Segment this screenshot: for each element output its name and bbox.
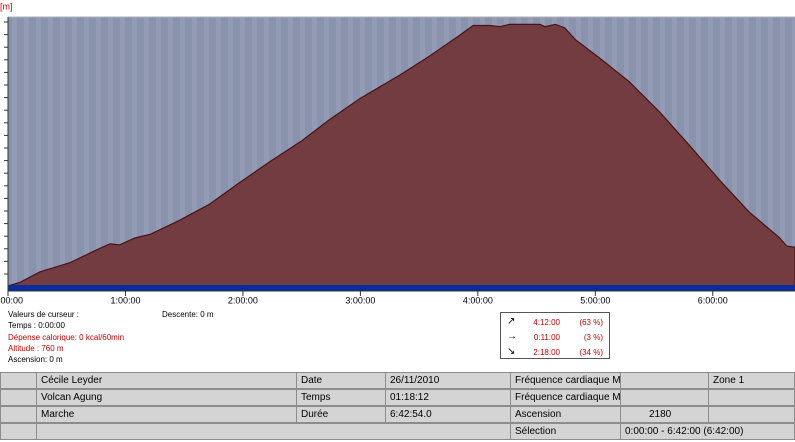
altitude-chart: [m] 0:00:00 1:00:00 2:00:00 3:00:00 4:00:00 5… — [0, 1, 795, 305]
table-cell: Fréquence cardiaque Mo — [510, 372, 621, 389]
cursor-altitude: Altitude : 760 m — [8, 344, 64, 353]
table-cell — [36, 423, 511, 440]
table-cell: Zone 1 — [708, 372, 795, 389]
flat-arrow-icon: → — [507, 331, 517, 342]
table-cell: Fréquence cardiaque Ma — [510, 389, 621, 406]
table-cell: 2180 — [620, 406, 709, 423]
table-cell: Durée — [296, 406, 386, 423]
down-arrow-icon: ↘ — [507, 346, 516, 357]
table-cell — [0, 372, 37, 389]
up-arrow-icon: ↗ — [507, 316, 516, 327]
table-cell: Temps — [296, 389, 386, 406]
table-cell — [620, 372, 709, 389]
cursor-time: Temps : 0:00:00 — [8, 321, 65, 330]
cursor-descent: Descente: 0 m — [162, 310, 214, 319]
x-tick-label: 6:00:00 — [698, 295, 728, 305]
slope-time: 2:18:00 — [533, 348, 560, 357]
table-cell: Sélection — [510, 423, 621, 440]
x-tick-label: 0:00:00 — [0, 295, 23, 305]
slope-percent: (63 %) — [579, 318, 603, 327]
cursor-title: Valeurs de curseur : — [8, 310, 79, 319]
x-tick-label: 5:00:00 — [580, 295, 610, 305]
table-cell — [0, 406, 37, 423]
table-cell — [708, 389, 795, 406]
cursor-calories: Dépense calorique: 0 kcal/60min — [8, 333, 125, 342]
table-cell: 0:00:00 - 6:42:00 (6:42:00) — [620, 423, 795, 440]
table-cell: 26/11/2010 — [385, 372, 511, 389]
table-cell — [0, 389, 37, 406]
table-cell — [620, 389, 709, 406]
table-cell: 01:18:12 — [385, 389, 511, 406]
x-tick-label: 1:00:00 — [110, 295, 140, 305]
table-cell — [0, 423, 37, 440]
x-tick-label: 3:00:00 — [345, 295, 375, 305]
cursor-ascension: Ascension: 0 m — [8, 355, 63, 364]
table-cell: Cécile Leyder — [36, 372, 297, 389]
slope-percent: (34 %) — [579, 348, 603, 357]
table-cell — [708, 406, 795, 423]
y-axis-label: [m] — [0, 1, 13, 11]
altitude-area — [7, 23, 795, 287]
slope-time: 0:11:00 — [533, 333, 560, 342]
slope-time: 4:12:00 — [533, 318, 560, 327]
selection-band — [8, 285, 795, 291]
x-tick-label: 2:00:00 — [228, 295, 258, 305]
table-cell: 6:42:54.0 — [385, 406, 511, 423]
x-tick-label: 4:00:00 — [463, 295, 493, 305]
slope-summary-box: ↗ → ↘ 4:12:00 (63 %) 0:11:00 (3 %) 2:18:… — [500, 312, 610, 359]
table-cell: Ascension — [510, 406, 621, 423]
table-cell: Volcan Agung — [36, 389, 297, 406]
table-cell: Date — [296, 372, 386, 389]
table-cell: Marche — [36, 406, 297, 423]
slope-percent: (3 %) — [583, 333, 603, 342]
